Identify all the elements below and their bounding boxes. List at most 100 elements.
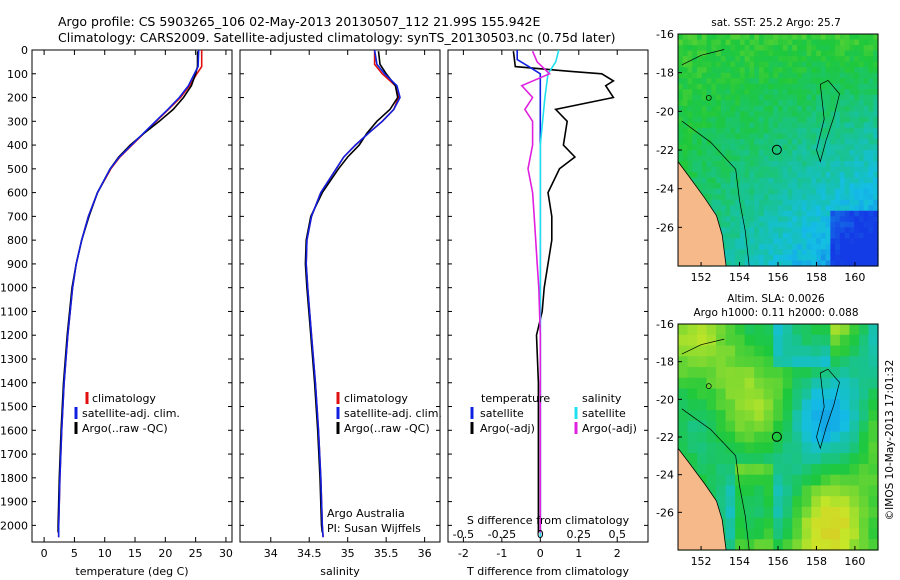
map-cell [758, 249, 765, 256]
map-cell [758, 188, 765, 195]
map-cell [692, 78, 698, 85]
map-cell [863, 133, 870, 140]
map-cell [835, 166, 841, 173]
map-cell [787, 144, 793, 151]
map-cell [811, 539, 822, 551]
map-cell [863, 172, 870, 179]
map-cell [830, 442, 841, 454]
map-cell [778, 105, 784, 112]
map-cell [797, 216, 803, 223]
map-cell [854, 254, 860, 262]
map-cell [701, 166, 708, 173]
map-cell [749, 221, 755, 228]
map-cell [868, 94, 874, 101]
map-cell [687, 78, 693, 85]
map-cell [744, 485, 755, 497]
map-cell [811, 232, 817, 239]
map-cell [835, 210, 841, 217]
map-cell [801, 94, 808, 101]
map-y-tick-label: -16 [656, 318, 674, 331]
map-cell [711, 188, 717, 195]
map-cell [782, 528, 793, 540]
map-cell [678, 410, 689, 422]
map-cell [839, 166, 846, 173]
map-cell [797, 221, 803, 228]
map-cell [706, 39, 712, 46]
map-cell [735, 188, 741, 195]
map-cell [782, 496, 793, 508]
map-cell [739, 254, 746, 262]
map-cell [839, 216, 846, 223]
map-cell [839, 221, 846, 228]
map-cell [868, 166, 874, 173]
map-cell [701, 161, 708, 168]
map-cell [797, 39, 803, 46]
map-cell [782, 78, 789, 85]
map-cell [792, 56, 798, 63]
map-cell [816, 254, 822, 262]
map-cell [716, 116, 722, 123]
map-cell [720, 122, 727, 129]
map-cell [830, 172, 836, 179]
map-cell [711, 133, 717, 140]
map-cell [773, 254, 779, 262]
map-cell [820, 155, 827, 162]
map-cell [801, 166, 808, 173]
map-cell [687, 453, 698, 465]
map-cell [778, 127, 784, 135]
map-cell [863, 249, 870, 256]
map-cell [716, 410, 727, 422]
map-cell [830, 161, 836, 168]
legend-title-salinity: salinity [582, 392, 622, 405]
map-cell [797, 188, 803, 195]
map-cell [778, 111, 784, 118]
map-cell [697, 399, 708, 411]
map-cell [825, 83, 831, 90]
map-cell [820, 232, 827, 239]
map-cell [730, 221, 736, 228]
map-cell [792, 517, 803, 530]
map-cell [835, 61, 841, 68]
map-cell [811, 83, 817, 90]
map-cell [773, 89, 779, 96]
map-cell [839, 150, 846, 157]
map-cell [801, 221, 808, 228]
map-cell [863, 39, 870, 46]
map-cell [706, 188, 712, 195]
map-cell [801, 345, 812, 357]
map-cell [720, 83, 727, 90]
map-cell [792, 227, 798, 234]
map-cell [830, 227, 836, 234]
map-cell [868, 528, 879, 540]
map-cell [739, 116, 746, 123]
map-cell [801, 539, 812, 551]
map-cell [706, 474, 717, 487]
map-cell [792, 260, 798, 267]
map-x-tick-label: 158 [806, 555, 827, 568]
map-cell [706, 61, 712, 68]
map-cell [811, 172, 817, 179]
map-cell [830, 166, 836, 173]
map-cell [811, 254, 817, 262]
map-cell [758, 39, 765, 46]
map-cell [678, 67, 684, 74]
map-cell [820, 496, 831, 508]
map-cell [682, 111, 689, 118]
depth-tick-label: 1200 [0, 329, 28, 342]
map-cell [725, 183, 731, 190]
map-cell [763, 431, 774, 443]
map-cell [858, 172, 865, 179]
map-cell [854, 166, 860, 173]
map-cell [792, 150, 798, 157]
map-cell [816, 133, 822, 140]
map-cell [787, 50, 793, 57]
map-cell [749, 227, 755, 234]
map-cell [863, 116, 870, 123]
map-cell [763, 249, 770, 256]
map-cell [873, 150, 879, 157]
map-cell [697, 122, 703, 129]
map-cell [763, 183, 770, 190]
map-cell [849, 194, 855, 201]
map-cell [768, 127, 774, 135]
map-cell [697, 34, 703, 41]
